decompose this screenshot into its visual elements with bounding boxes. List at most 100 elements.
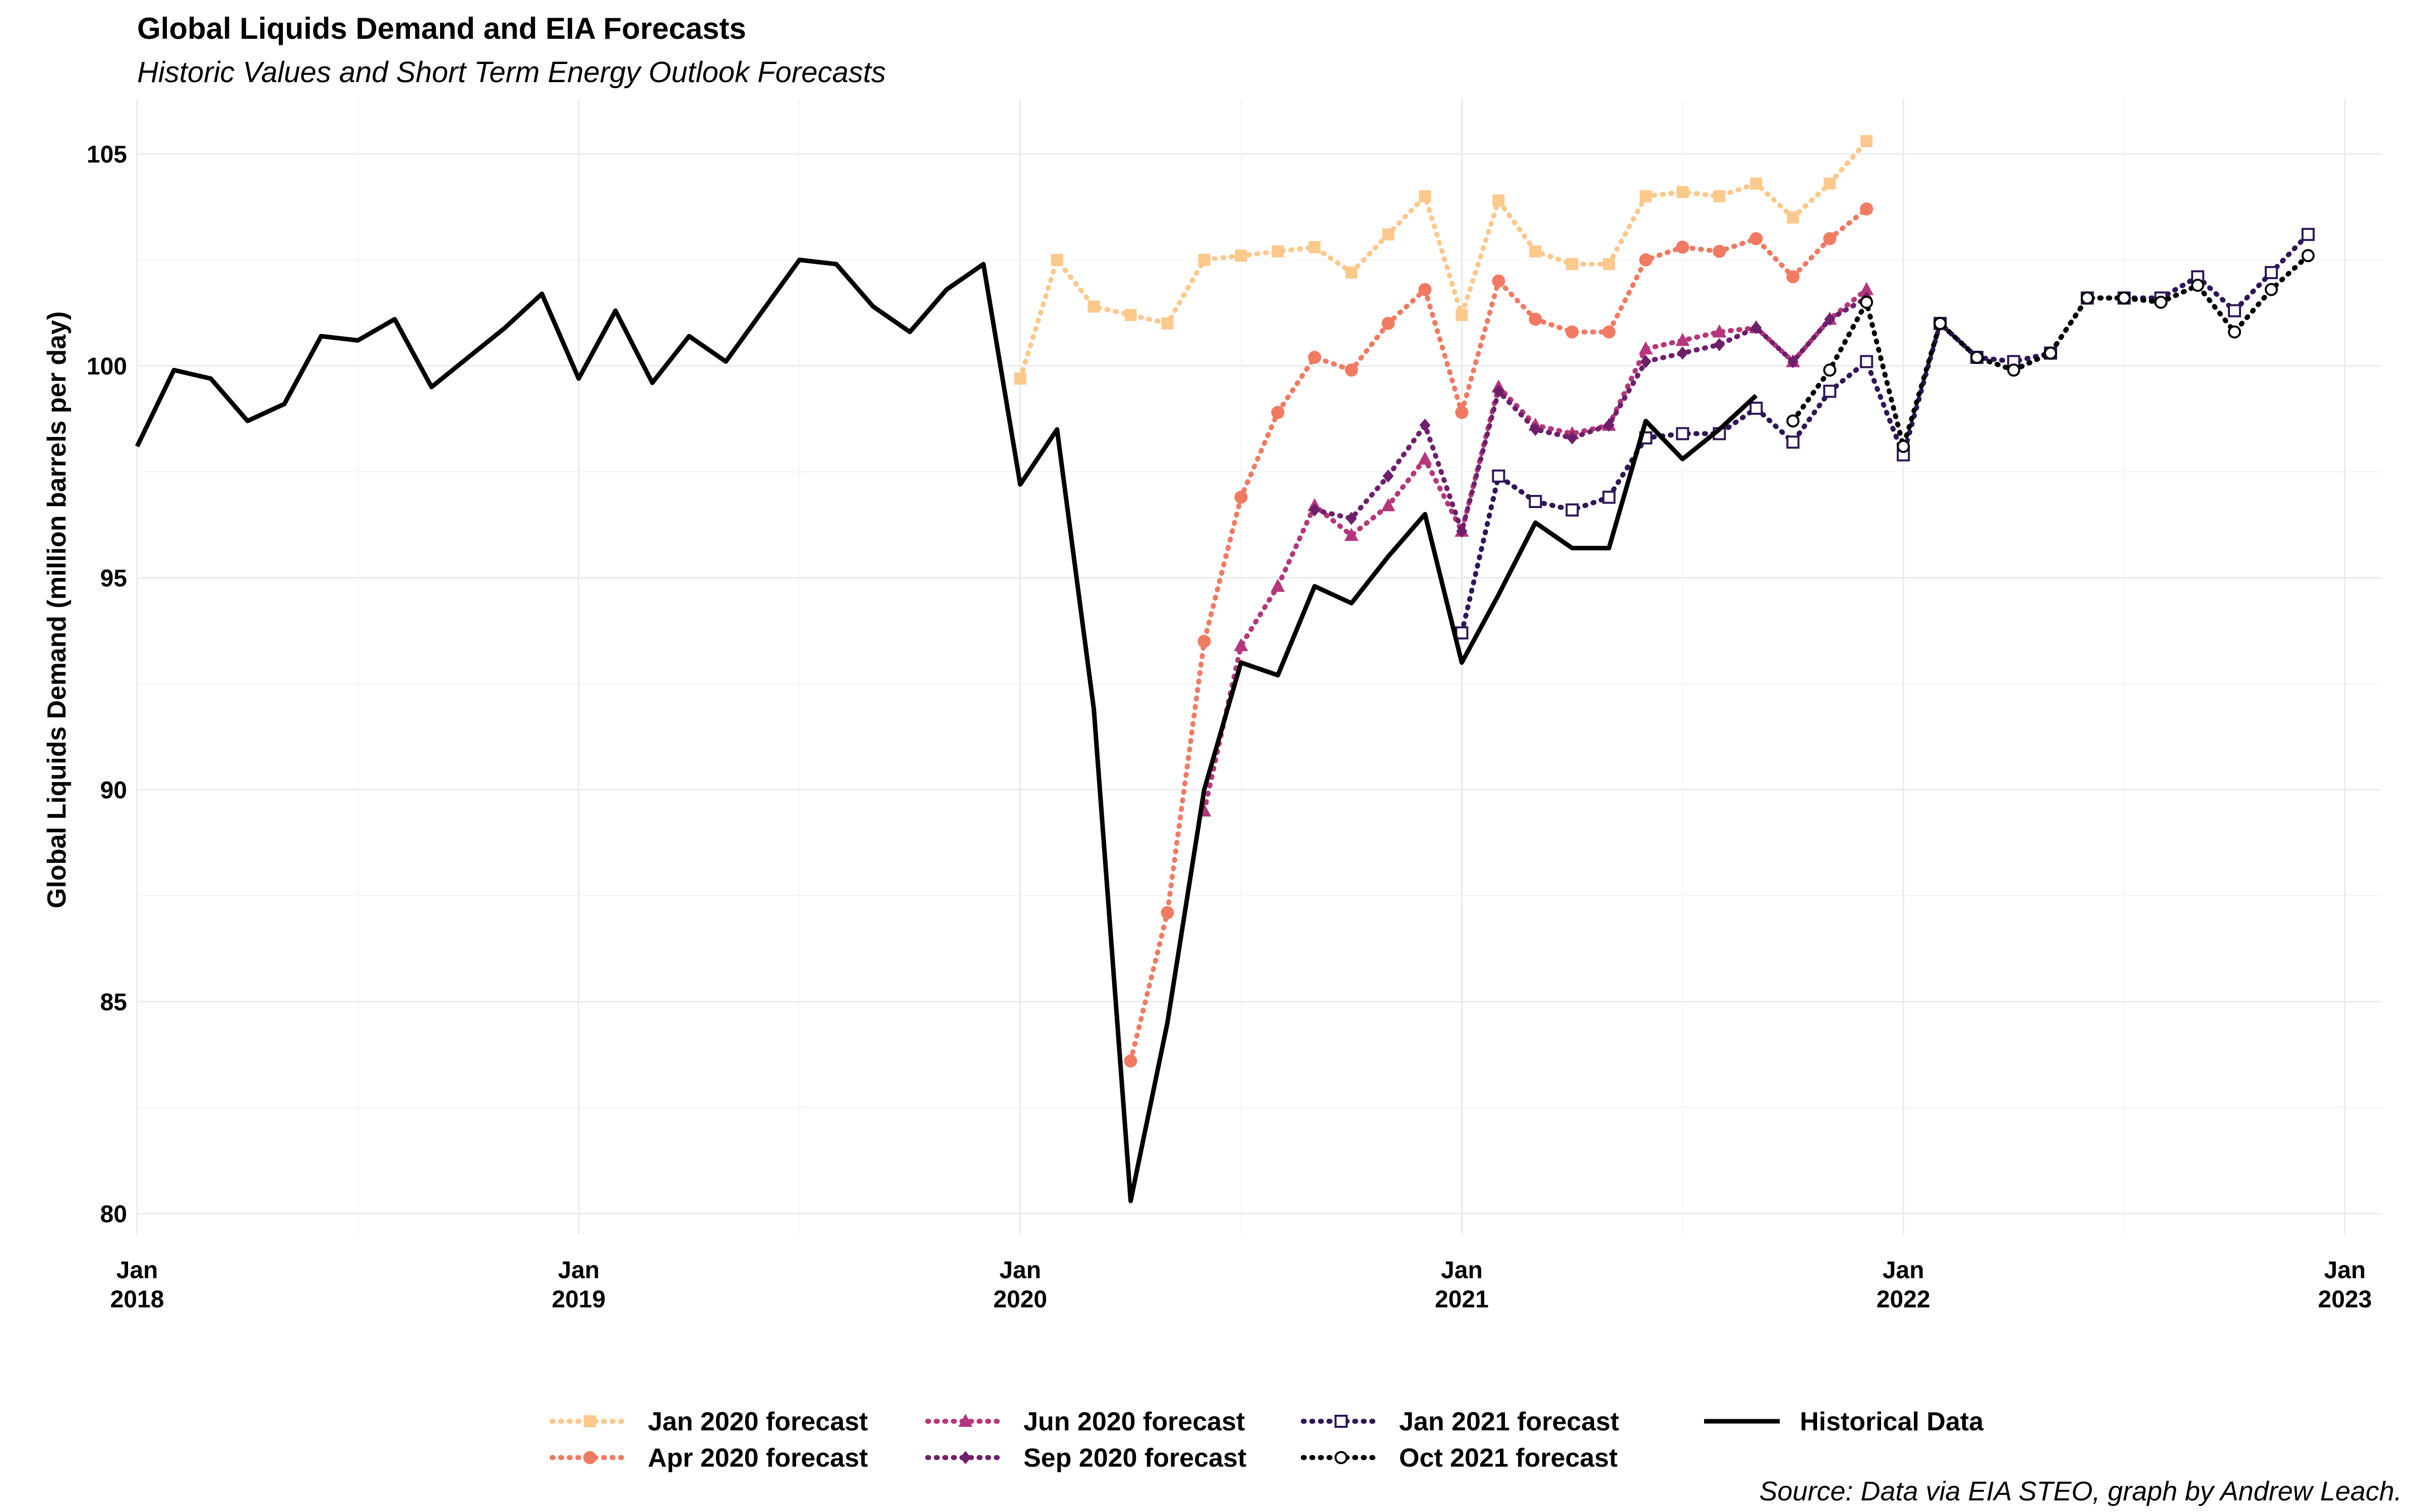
- data-point: [1640, 190, 1652, 203]
- data-point: [1382, 228, 1395, 241]
- data-point: [1786, 435, 1800, 449]
- series-line: [135, 258, 1758, 1204]
- series-historical-data: [135, 258, 1758, 1204]
- data-point: [1933, 317, 1947, 330]
- legend-label: Jan 2021 forecast: [1399, 1407, 1619, 1436]
- data-point: [1750, 321, 1762, 335]
- chart-title: Global Liquids Demand and EIA Forecasts: [137, 12, 746, 45]
- legend-key-marker: [958, 1414, 973, 1427]
- legend-label: Historical Data: [1800, 1407, 1984, 1436]
- grid: [136, 99, 2382, 1235]
- y-tick-label: 95: [100, 565, 127, 592]
- data-point: [1529, 312, 1542, 326]
- data-point: [1382, 469, 1394, 483]
- data-point: [1639, 341, 1653, 355]
- legend-label: Sep 2020 forecast: [1023, 1443, 1246, 1473]
- data-point: [1455, 626, 1469, 640]
- series-apr-2020-forecast: [1124, 202, 1873, 1068]
- data-point: [2228, 325, 2242, 339]
- data-point: [1677, 346, 1688, 360]
- data-point: [1346, 512, 1357, 525]
- data-point: [1308, 351, 1321, 364]
- data-point: [1565, 325, 1579, 339]
- data-point: [1345, 363, 1358, 377]
- legend-label: Jan 2020 forecast: [648, 1407, 868, 1436]
- data-point: [1750, 177, 1763, 190]
- data-point: [1197, 635, 1211, 648]
- x-tick-label: Jan 2021: [1435, 1257, 1489, 1313]
- data-point: [1345, 266, 1358, 279]
- data-point: [1381, 498, 1396, 512]
- data-point: [2302, 228, 2315, 241]
- legend-item: Apr 2020 forecast: [550, 1443, 868, 1473]
- data-point: [1529, 494, 1542, 508]
- data-point: [1823, 232, 1837, 245]
- y-tick-label: 90: [100, 777, 127, 804]
- x-tick-label: Jan 2019: [552, 1257, 606, 1313]
- data-point: [1714, 338, 1725, 351]
- data-point: [1455, 406, 1469, 419]
- legend-label: Apr 2020 forecast: [648, 1443, 868, 1473]
- data-point: [1860, 295, 1873, 309]
- data-point: [1124, 1054, 1137, 1068]
- legend-label: Oct 2021 forecast: [1399, 1443, 1618, 1473]
- legend-label: Jun 2020 forecast: [1023, 1407, 1245, 1436]
- data-point: [1787, 211, 1799, 224]
- series-jun-2020-forecast: [1197, 282, 1874, 816]
- data-point: [1493, 385, 1504, 398]
- data-point: [1860, 202, 1873, 216]
- x-tick-label: Jan 2020: [993, 1257, 1047, 1313]
- legend-item: Jan 2020 forecast: [550, 1407, 868, 1436]
- data-point: [1456, 308, 1468, 321]
- legend-item: Jun 2020 forecast: [925, 1407, 1245, 1436]
- data-point: [2265, 283, 2278, 296]
- data-point: [1418, 283, 1432, 296]
- data-point: [2007, 363, 2021, 377]
- data-point: [1529, 245, 1542, 258]
- data-point: [1270, 579, 1285, 592]
- data-point: [1419, 418, 1431, 432]
- x-tick-label: Jan 2023: [2318, 1257, 2372, 1313]
- data-point: [1492, 469, 1505, 483]
- legend: Jan 2020 forecast Apr 2020 forecast Jun 20…: [550, 1407, 1984, 1473]
- data-point: [1824, 312, 1836, 326]
- legend-key-marker: [1335, 1415, 1348, 1428]
- data-point: [1676, 186, 1689, 199]
- data-point: [1087, 300, 1100, 313]
- x-tick-label: Jan 2022: [1877, 1257, 1930, 1313]
- data-point: [1234, 638, 1248, 651]
- data-point: [1309, 503, 1320, 517]
- legend-item: Historical Data: [1704, 1407, 1984, 1436]
- y-tick-label: 105: [87, 141, 127, 168]
- data-point: [2265, 266, 2278, 279]
- series-line: [1312, 295, 1869, 534]
- data-point: [1860, 135, 1873, 148]
- y-tick-label: 80: [100, 1201, 127, 1228]
- data-point: [1198, 254, 1211, 266]
- data-point: [2228, 304, 2242, 318]
- data-point: [2044, 346, 2058, 360]
- legend-key-marker: [1335, 1451, 1348, 1464]
- data-point: [1787, 355, 1799, 368]
- y-tick-label: 85: [100, 989, 127, 1016]
- data-point: [1602, 490, 1616, 504]
- data-point: [2081, 291, 2094, 305]
- legend-item: Jan 2021 forecast: [1301, 1407, 1619, 1436]
- data-point: [1786, 270, 1800, 284]
- data-point: [1161, 906, 1174, 919]
- data-point: [1492, 274, 1505, 288]
- data-point: [1602, 325, 1616, 339]
- data-point: [1234, 490, 1248, 504]
- data-point: [1823, 363, 1837, 377]
- data-point: [1639, 253, 1653, 267]
- data-point: [1860, 355, 1873, 368]
- data-point: [1640, 355, 1652, 368]
- data-point: [1419, 190, 1431, 203]
- data-point: [1530, 423, 1541, 436]
- data-point: [1492, 194, 1505, 207]
- legend-item: Oct 2021 forecast: [1301, 1443, 1618, 1473]
- data-point: [1749, 232, 1763, 245]
- legend-key-marker: [960, 1451, 971, 1464]
- x-axis-ticks: Jan 2018 Jan 2019 Jan 2020 Jan 2021 Jan 2022 Jan 20…: [110, 1257, 2372, 1313]
- data-point: [1713, 244, 1726, 258]
